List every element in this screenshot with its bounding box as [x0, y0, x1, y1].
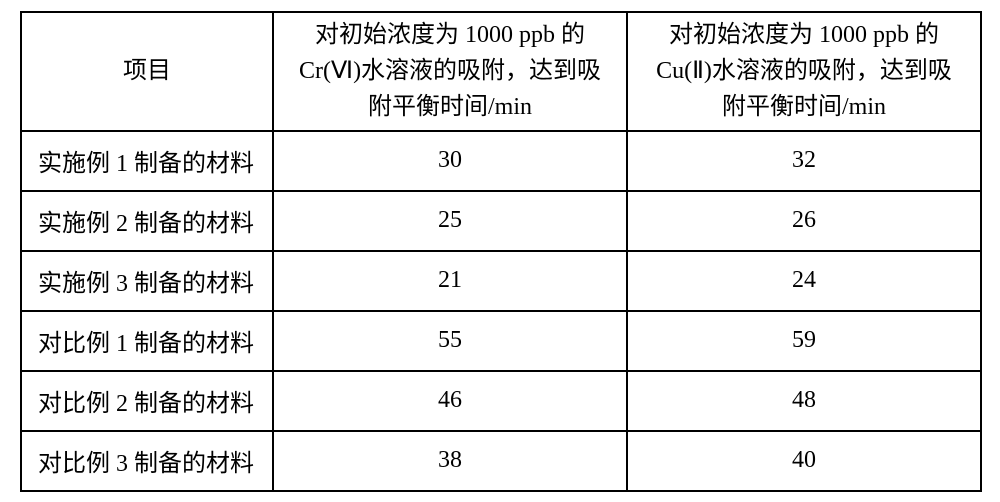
row-cu-value: 32 — [627, 131, 981, 191]
table-row: 实施例 2 制备的材料 25 26 — [21, 191, 981, 251]
row-cr-value: 38 — [273, 431, 627, 491]
row-cu-value: 40 — [627, 431, 981, 491]
table-row: 对比例 3 制备的材料 38 40 — [21, 431, 981, 491]
row-cr-value: 55 — [273, 311, 627, 371]
row-item-label: 对比例 1 制备的材料 — [21, 311, 273, 371]
row-item-label: 实施例 3 制备的材料 — [21, 251, 273, 311]
table-row: 对比例 1 制备的材料 55 59 — [21, 311, 981, 371]
header-item-label: 项目 — [22, 53, 272, 89]
row-cr-value: 46 — [273, 371, 627, 431]
table-row: 实施例 1 制备的材料 30 32 — [21, 131, 981, 191]
row-cr-value: 30 — [273, 131, 627, 191]
table-body: 实施例 1 制备的材料 30 32 实施例 2 制备的材料 25 26 实施例 … — [21, 131, 981, 491]
row-cr-value: 25 — [273, 191, 627, 251]
row-cu-value: 24 — [627, 251, 981, 311]
row-cr-value: 21 — [273, 251, 627, 311]
row-item-label: 实施例 2 制备的材料 — [21, 191, 273, 251]
table-header: 项目 对初始浓度为 1000 ppb 的Cr(Ⅵ)水溶液的吸附，达到吸附平衡时间… — [21, 12, 981, 131]
header-cr: 对初始浓度为 1000 ppb 的Cr(Ⅵ)水溶液的吸附，达到吸附平衡时间/mi… — [273, 12, 627, 131]
table-row: 对比例 2 制备的材料 46 48 — [21, 371, 981, 431]
row-item-label: 对比例 3 制备的材料 — [21, 431, 273, 491]
header-item: 项目 — [21, 12, 273, 131]
table-row: 实施例 3 制备的材料 21 24 — [21, 251, 981, 311]
row-cu-value: 48 — [627, 371, 981, 431]
row-cu-value: 26 — [627, 191, 981, 251]
header-cu-label: 对初始浓度为 1000 ppb 的Cu(Ⅱ)水溶液的吸附，达到吸附平衡时间/mi… — [628, 17, 980, 125]
header-cu: 对初始浓度为 1000 ppb 的Cu(Ⅱ)水溶液的吸附，达到吸附平衡时间/mi… — [627, 12, 981, 131]
row-item-label: 对比例 2 制备的材料 — [21, 371, 273, 431]
adsorption-table: 项目 对初始浓度为 1000 ppb 的Cr(Ⅵ)水溶液的吸附，达到吸附平衡时间… — [20, 11, 982, 492]
row-cu-value: 59 — [627, 311, 981, 371]
adsorption-table-container: 项目 对初始浓度为 1000 ppb 的Cr(Ⅵ)水溶液的吸附，达到吸附平衡时间… — [20, 11, 980, 492]
table-header-row: 项目 对初始浓度为 1000 ppb 的Cr(Ⅵ)水溶液的吸附，达到吸附平衡时间… — [21, 12, 981, 131]
row-item-label: 实施例 1 制备的材料 — [21, 131, 273, 191]
header-cr-label: 对初始浓度为 1000 ppb 的Cr(Ⅵ)水溶液的吸附，达到吸附平衡时间/mi… — [274, 17, 626, 125]
